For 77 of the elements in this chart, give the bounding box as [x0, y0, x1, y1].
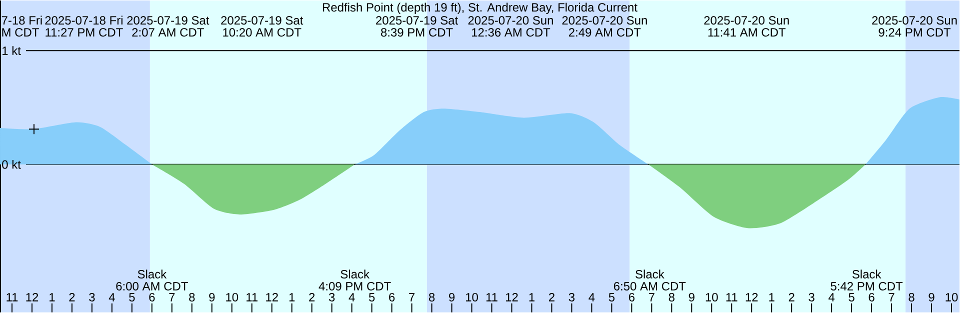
x-tick-label: 5	[368, 293, 375, 302]
annotation: 9:24 PM CDT	[878, 28, 951, 37]
annotation: Slack	[636, 270, 664, 279]
x-tick-label: 11	[726, 293, 738, 302]
x-tick-label: 12	[506, 293, 518, 302]
x-tick-label: 8	[189, 293, 195, 302]
x-tick-label: 2	[548, 293, 554, 302]
annotation: 5:42 PM CDT	[830, 282, 903, 291]
annotation: 2025-07-19 Sat	[127, 16, 210, 25]
x-tick-label: 7	[648, 293, 654, 302]
annotation: Slack	[138, 270, 167, 279]
x-tick-label: 4	[828, 293, 835, 302]
x-tick-label: 2	[309, 293, 315, 302]
x-tick-label: 12	[746, 293, 758, 302]
annotation: 7-18 Fri	[2, 16, 42, 25]
x-tick-label: 6	[868, 293, 874, 302]
x-tick-label: 6	[628, 293, 634, 302]
x-tick-label: 10	[226, 293, 238, 302]
x-tick-label: 5	[848, 293, 854, 302]
x-tick-label: 4	[588, 293, 595, 302]
x-tick-label: 7	[409, 293, 415, 302]
x-tick-label: 12	[266, 293, 278, 302]
x-tick-label: 9	[209, 293, 215, 302]
x-tick-label: 9	[928, 293, 934, 302]
y-tick-label: 1 kt	[2, 46, 21, 56]
annotation: 6:50 AM CDT	[614, 282, 686, 291]
annotation: 2:49 AM CDT	[568, 28, 641, 37]
x-tick-label: 1	[769, 293, 774, 302]
x-tick-label: 6	[149, 293, 155, 302]
x-tick-label: 2	[788, 293, 794, 302]
x-tick-label: 11	[6, 293, 18, 302]
x-tick-label: 8	[908, 293, 914, 302]
annotation: 4:09 PM CDT	[318, 282, 391, 291]
annotation: 2025-07-20 Sun	[562, 16, 647, 25]
x-tick-label: 4	[108, 293, 115, 302]
chart-title: Redfish Point (depth 19 ft), St. Andrew Bay, Florida Current	[322, 2, 638, 14]
annotation: M CDT	[2, 28, 39, 37]
x-tick-label: 10	[946, 293, 958, 302]
y-tick-label: 0 kt	[2, 160, 21, 169]
annotation: 2025-07-20 Sun	[704, 16, 789, 25]
x-tick-label: 7	[888, 293, 894, 302]
x-tick-label: 2	[69, 293, 75, 302]
x-tick-label: 1	[529, 293, 534, 302]
annotation: Slack	[852, 270, 882, 279]
x-tick-label: 4	[348, 293, 355, 302]
x-tick-label: 10	[466, 293, 478, 302]
x-tick-label: 8	[668, 293, 674, 302]
annotation: Slack	[340, 270, 370, 279]
annotation: 2025-07-18 Fri	[45, 16, 122, 25]
annotation: 2:07 AM CDT	[132, 28, 204, 37]
x-tick-label: 9	[688, 293, 694, 302]
x-tick-label: 5	[608, 293, 615, 302]
x-tick-label: 3	[89, 293, 95, 302]
annotation: 12:36 AM CDT	[472, 28, 550, 37]
annotation: 2025-07-20 Sun	[872, 16, 957, 25]
x-tick-label: 1	[50, 293, 55, 302]
x-tick-label: 12	[26, 293, 38, 302]
x-tick-label: 11	[486, 293, 498, 302]
annotation: 10:20 AM CDT	[223, 28, 302, 37]
annotation: 2025-07-19 Sat	[221, 16, 304, 25]
annotation: 6:00 AM CDT	[116, 282, 188, 291]
x-tick-label: 1	[289, 293, 295, 302]
x-tick-label: 6	[389, 293, 395, 302]
x-tick-label: 3	[808, 293, 814, 302]
annotation: 11:41 AM CDT	[708, 28, 786, 37]
x-tick-label: 5	[129, 293, 135, 302]
x-tick-label: 11	[246, 293, 258, 302]
x-tick-label: 9	[449, 293, 455, 302]
annotation: 11:27 PM CDT	[46, 28, 123, 37]
annotation: 2025-07-20 Sun	[468, 16, 553, 25]
annotation: 2025-07-19 Sat	[376, 16, 458, 25]
x-tick-label: 7	[169, 293, 175, 302]
annotation: 8:39 PM CDT	[380, 28, 453, 37]
x-tick-label: 8	[428, 293, 435, 302]
x-tick-label: 3	[568, 293, 575, 302]
x-tick-label: 10	[706, 293, 718, 302]
x-tick-label: 3	[328, 293, 335, 302]
